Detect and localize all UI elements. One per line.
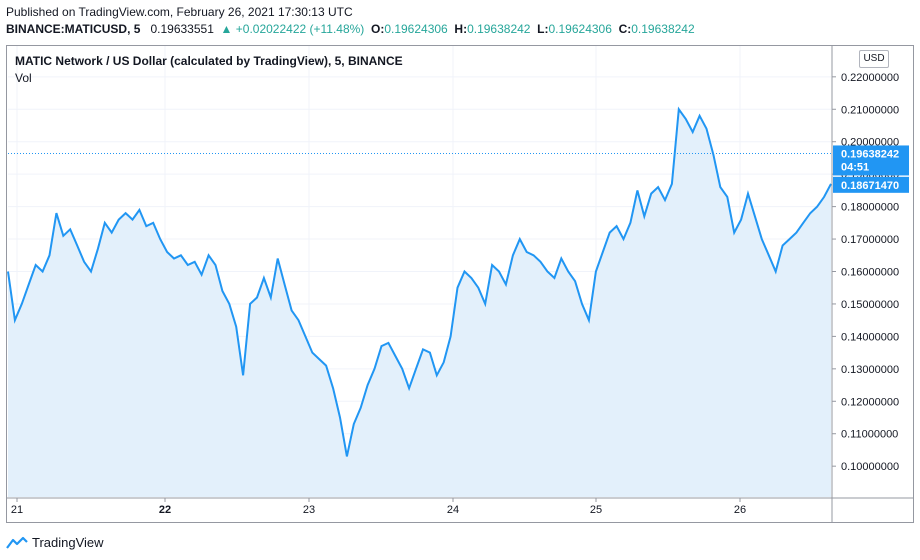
y-tick-label: 0.22000000 bbox=[841, 72, 899, 84]
y-tick-label: 0.21000000 bbox=[841, 104, 899, 116]
price-change: ▲ +0.02022422 (+11.48%) bbox=[220, 22, 365, 36]
x-tick-label: 21 bbox=[11, 504, 23, 516]
x-tick-label: 23 bbox=[303, 504, 315, 516]
close-label: C: bbox=[618, 22, 632, 36]
x-tick-label: 25 bbox=[590, 504, 602, 516]
open-value: 0.19624306 bbox=[384, 22, 448, 36]
legend-title: MATIC Network / US Dollar (calculated by… bbox=[15, 54, 403, 68]
x-tick-label: 24 bbox=[447, 504, 459, 516]
y-tick-label: 0.10000000 bbox=[841, 461, 899, 473]
close-value: 0.19638242 bbox=[631, 22, 695, 36]
price-axis: 0.220000000.210000000.200000000.19000000… bbox=[832, 72, 899, 473]
currency-button[interactable]: USD bbox=[859, 50, 889, 68]
low-value: 0.19624306 bbox=[548, 22, 612, 36]
x-tick-label: 26 bbox=[734, 504, 746, 516]
open-label: O: bbox=[370, 22, 385, 36]
y-tick-label: 0.14000000 bbox=[841, 331, 899, 343]
legend-volume: Vol bbox=[15, 71, 32, 85]
published-note: Published on TradingView.com, February 2… bbox=[6, 5, 353, 19]
y-tick-label: 0.17000000 bbox=[841, 234, 899, 246]
high-label: H: bbox=[454, 22, 468, 36]
time-axis: 21 22 23 24 25 26 bbox=[11, 498, 746, 516]
footer-brand: TradingView bbox=[32, 535, 104, 550]
chart-frame[interactable] bbox=[6, 45, 914, 523]
last-price-tag bbox=[833, 145, 909, 176]
second-price-tag-value: 0.18671470 bbox=[841, 180, 899, 192]
price-area bbox=[8, 109, 831, 498]
second-price-tag bbox=[833, 176, 909, 193]
quote-line: BINANCE:MATICUSD, 5 0.19633551 ▲ +0.0202… bbox=[6, 22, 695, 36]
tradingview-logo-icon bbox=[6, 536, 28, 549]
last-price: 0.19633551 bbox=[150, 22, 214, 36]
y-tick-label: 0.15000000 bbox=[841, 299, 899, 311]
y-tick-label: 0.11000000 bbox=[841, 429, 898, 441]
y-tick-label: 0.16000000 bbox=[841, 267, 899, 279]
price-line bbox=[7, 106, 832, 457]
low-label: L: bbox=[537, 22, 549, 36]
x-tick-label: 22 bbox=[159, 504, 171, 516]
y-tick-label: 0.12000000 bbox=[841, 396, 899, 408]
symbol-label: BINANCE:MATICUSD, 5 bbox=[6, 22, 141, 36]
footer[interactable]: TradingView bbox=[6, 535, 104, 550]
last-price-tag-value: 0.19638242 bbox=[841, 148, 899, 160]
y-tick-label: 0.18000000 bbox=[841, 202, 899, 214]
countdown-label: 04:51 bbox=[841, 161, 869, 173]
y-tick-label: 0.13000000 bbox=[841, 364, 899, 376]
high-value: 0.19638242 bbox=[467, 22, 531, 36]
